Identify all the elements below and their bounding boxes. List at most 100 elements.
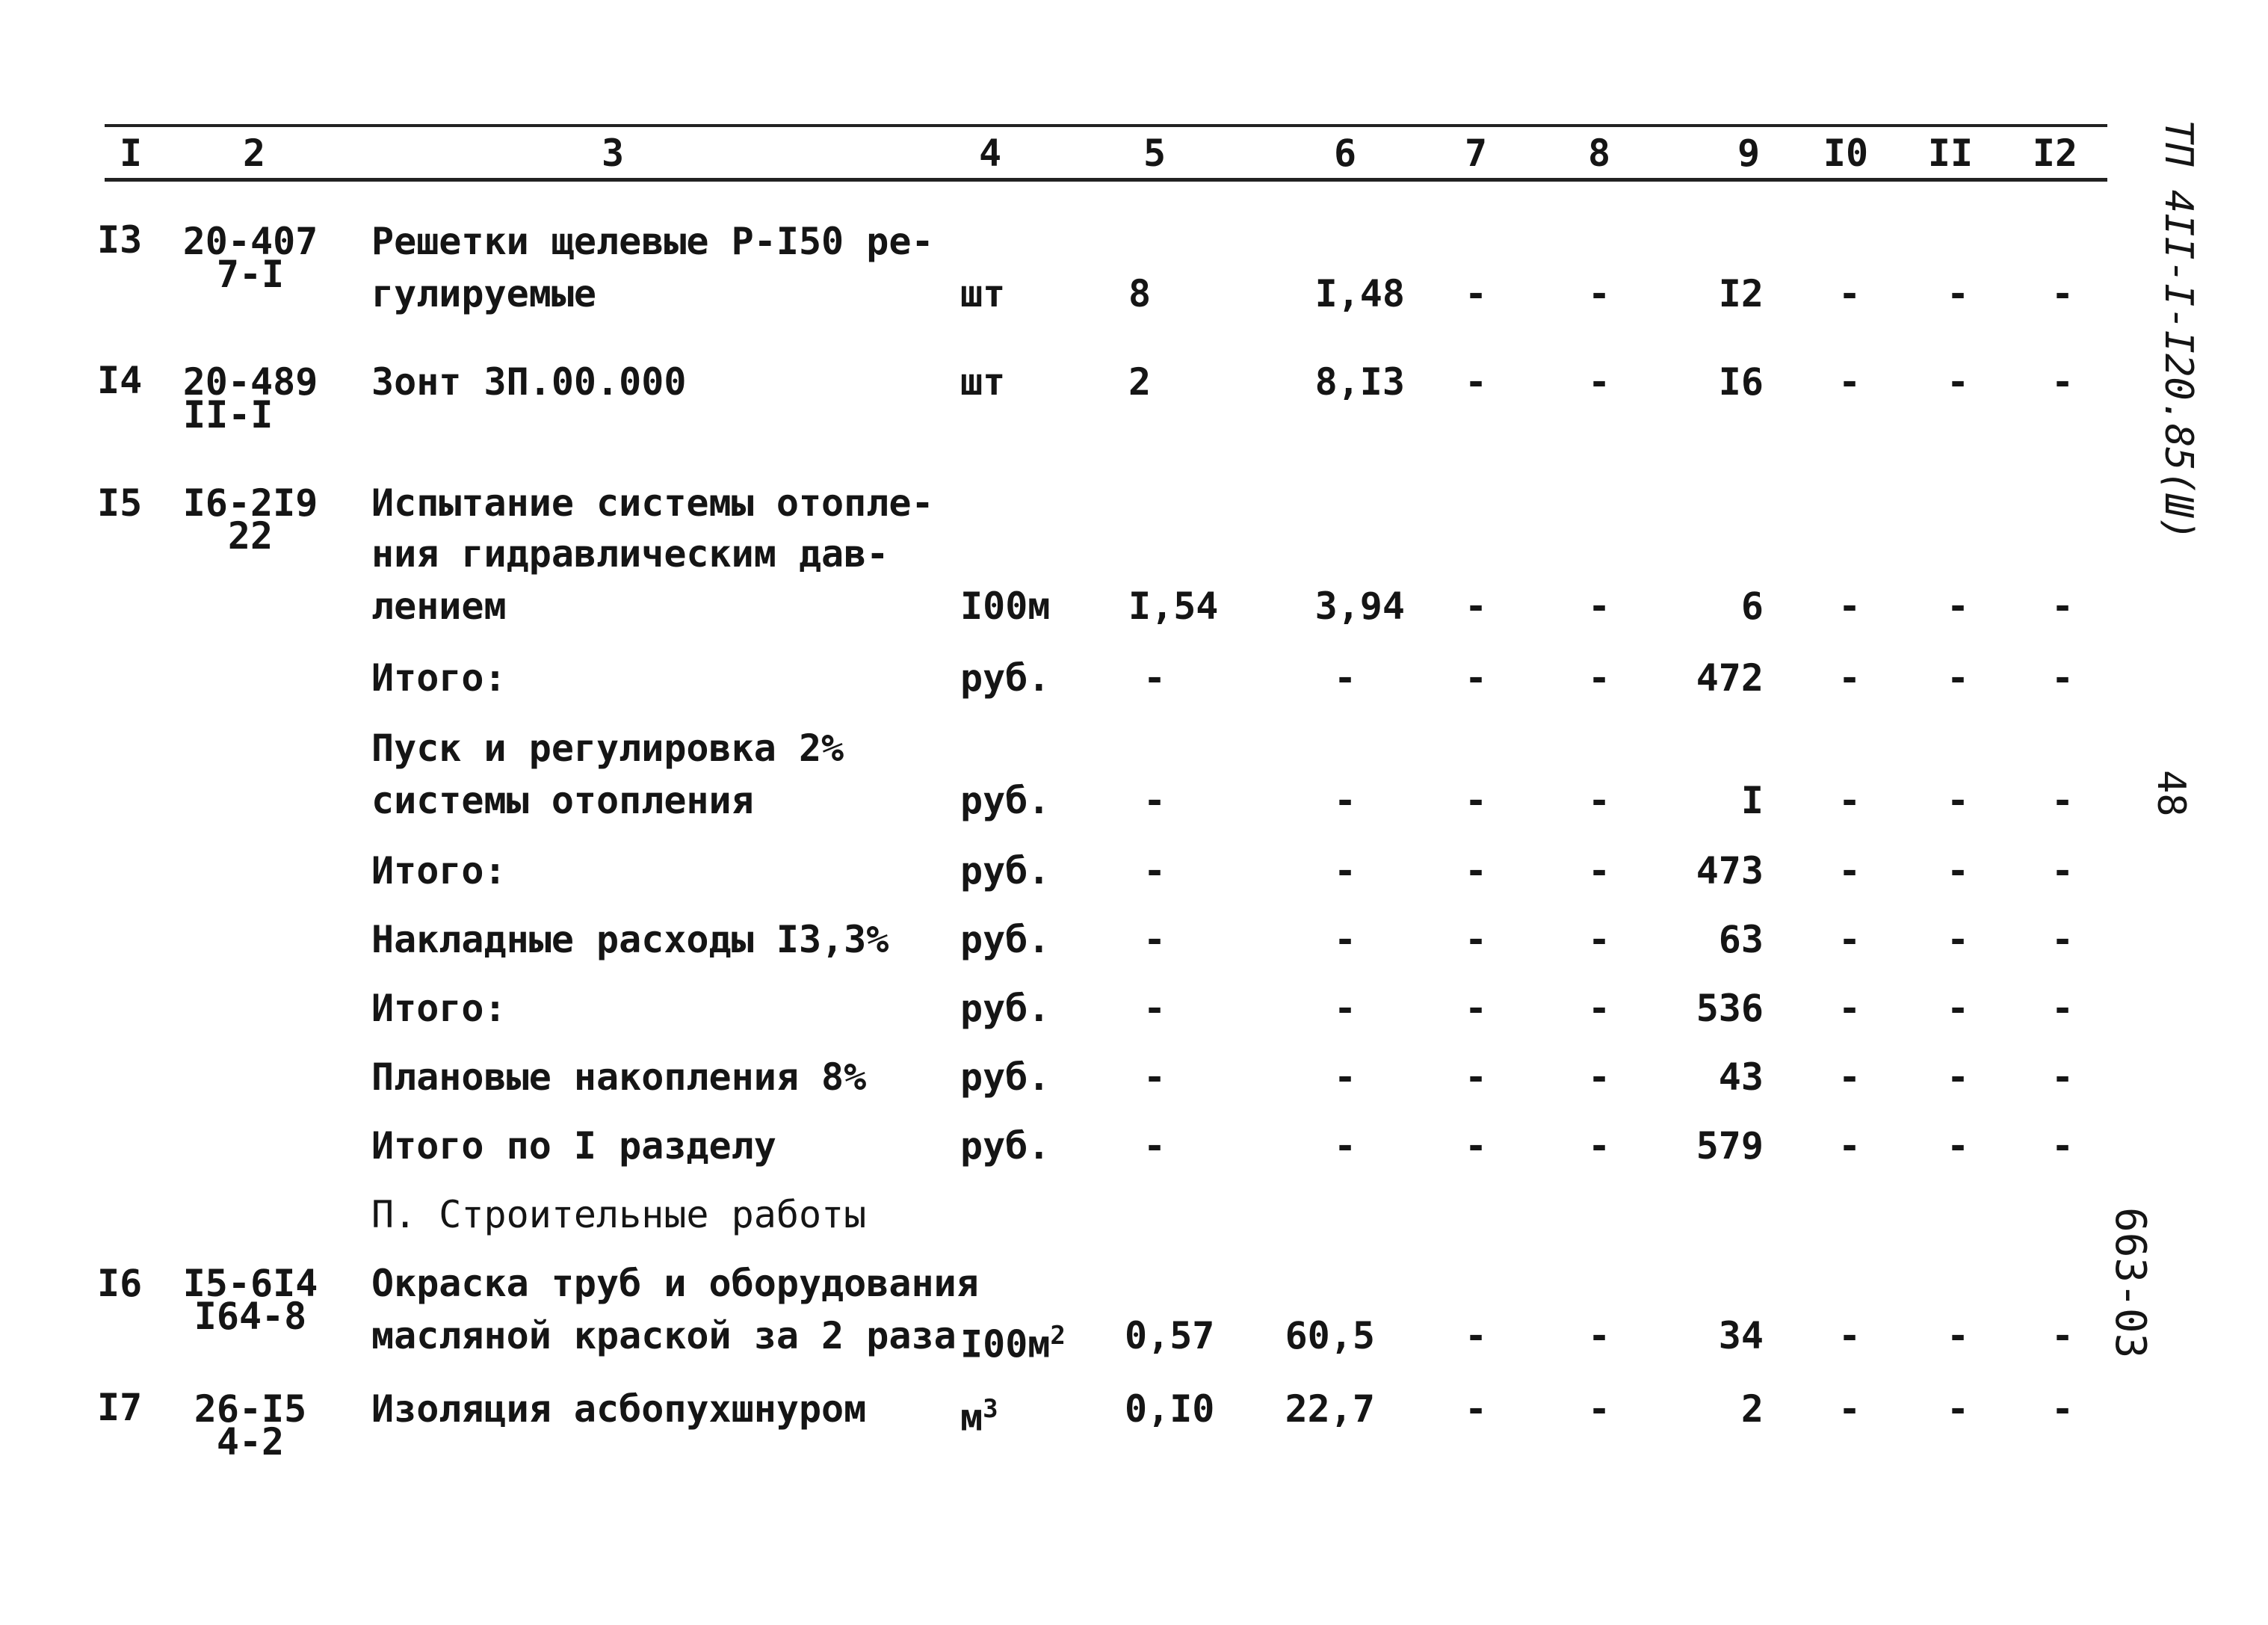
header-col-11: II: [1927, 132, 1974, 175]
description: масляной краской за 2 раза: [371, 1314, 957, 1357]
norm-code-sub: 7-I: [216, 253, 285, 296]
col8-value: -: [1587, 1314, 1611, 1357]
col12-value: -: [2051, 1387, 2074, 1431]
col8-value: -: [1587, 987, 1611, 1030]
col10-value: -: [1838, 1055, 1861, 1099]
header-col-4: 4: [978, 132, 1002, 175]
col9-value: 579: [1696, 1124, 1764, 1168]
header-col-3: 3: [601, 132, 625, 175]
col7-value: -: [1464, 987, 1488, 1030]
col9-value: 63: [1718, 918, 1764, 961]
col7-value: -: [1464, 1124, 1488, 1168]
norm-code: 20-407: [182, 220, 318, 263]
header-col-1: I: [119, 132, 143, 175]
col6-value: -: [1333, 849, 1357, 892]
col6-value: 3,94: [1314, 585, 1405, 628]
col8-value: -: [1587, 360, 1611, 404]
header-col-6: 6: [1333, 132, 1357, 175]
header-col-10: I0: [1823, 132, 1869, 175]
col7-value: -: [1464, 585, 1488, 628]
col11-value: -: [1946, 1387, 1970, 1431]
description: Итого:: [371, 987, 507, 1030]
col9-value: 34: [1718, 1314, 1764, 1357]
col9-value: 2: [1740, 1387, 1764, 1431]
col10-value: -: [1838, 987, 1861, 1030]
row-number: I3: [97, 218, 143, 262]
col7-value: -: [1464, 779, 1488, 822]
description: Окраска труб и оборудования: [371, 1262, 979, 1305]
col6-value: -: [1333, 779, 1357, 822]
col6-value: -: [1333, 1055, 1357, 1099]
description: Плановые накопления 8%: [371, 1055, 867, 1099]
col12-value: -: [2051, 656, 2074, 700]
header-col-9: 9: [1737, 132, 1761, 175]
col11-value: -: [1946, 1055, 1970, 1099]
col5-value: 8: [1128, 272, 1152, 315]
col6-value: 8,I3: [1314, 360, 1405, 404]
col6-value: -: [1333, 918, 1357, 961]
col9-value: I: [1740, 779, 1764, 822]
col5-value: -: [1143, 849, 1167, 892]
col11-value: -: [1946, 360, 1970, 404]
col10-value: -: [1838, 656, 1861, 700]
description: Решетки щелевые Р-I50 ре-: [371, 220, 934, 263]
col8-value: -: [1587, 272, 1611, 315]
col10-value: -: [1838, 272, 1861, 315]
col12-value: -: [2051, 1314, 2074, 1357]
col8-value: -: [1587, 585, 1611, 628]
col10-value: -: [1838, 1314, 1861, 1357]
col8-value: -: [1587, 656, 1611, 700]
row-number: I6: [97, 1262, 143, 1305]
header-col-5: 5: [1143, 132, 1167, 175]
norm-code-sub: 4-2: [216, 1420, 285, 1464]
col6-value: I,48: [1314, 272, 1405, 315]
col7-value: -: [1464, 849, 1488, 892]
unit-text: м: [960, 1396, 983, 1440]
col12-value: -: [2051, 1055, 2074, 1099]
norm-code: 20-489: [182, 360, 318, 404]
description: ния гидравлическим дав-: [371, 532, 889, 576]
unit: руб.: [960, 849, 1051, 892]
col9-value: 6: [1740, 585, 1764, 628]
norm-code: 26-I5: [194, 1387, 307, 1431]
unit: шт: [960, 272, 1006, 315]
col9-value: I2: [1718, 272, 1764, 315]
col8-value: -: [1587, 1124, 1611, 1168]
col5-value: -: [1143, 779, 1167, 822]
col7-value: -: [1464, 1387, 1488, 1431]
description: Накладные расходы I3,3%: [371, 918, 889, 961]
col9-value: 473: [1696, 849, 1764, 892]
col11-value: -: [1946, 272, 1970, 315]
unit: м3: [960, 1387, 998, 1440]
norm-code: I6-2I9: [182, 481, 318, 525]
description: системы отопления: [371, 779, 754, 822]
col5-value: -: [1143, 918, 1167, 961]
col5-value: 2: [1128, 360, 1152, 404]
col12-value: -: [2051, 1124, 2074, 1168]
description: Итого:: [371, 656, 507, 700]
description: Итого по I разделу: [371, 1124, 776, 1168]
col11-value: -: [1946, 585, 1970, 628]
header-col-12: I2: [2032, 132, 2078, 175]
col6-value: 22,7: [1285, 1387, 1375, 1431]
col10-value: -: [1838, 1387, 1861, 1431]
unit: I00м: [960, 585, 1051, 628]
description: лением: [371, 585, 507, 628]
col10-value: -: [1838, 360, 1861, 404]
col10-value: -: [1838, 1124, 1861, 1168]
description: Зонт ЗП.00.000: [371, 360, 687, 404]
col10-value: -: [1838, 849, 1861, 892]
col11-value: -: [1946, 656, 1970, 700]
col11-value: -: [1946, 1124, 1970, 1168]
col12-value: -: [2051, 585, 2074, 628]
header-col-7: 7: [1464, 132, 1488, 175]
col10-value: -: [1838, 585, 1861, 628]
col7-value: -: [1464, 1314, 1488, 1357]
header-col-8: 8: [1587, 132, 1611, 175]
unit: шт: [960, 360, 1006, 404]
page-number: 48: [2148, 770, 2193, 817]
col5-value: -: [1143, 656, 1167, 700]
col12-value: -: [2051, 360, 2074, 404]
col6-value: -: [1333, 656, 1357, 700]
description: Пуск и регулировка 2%: [371, 727, 844, 770]
